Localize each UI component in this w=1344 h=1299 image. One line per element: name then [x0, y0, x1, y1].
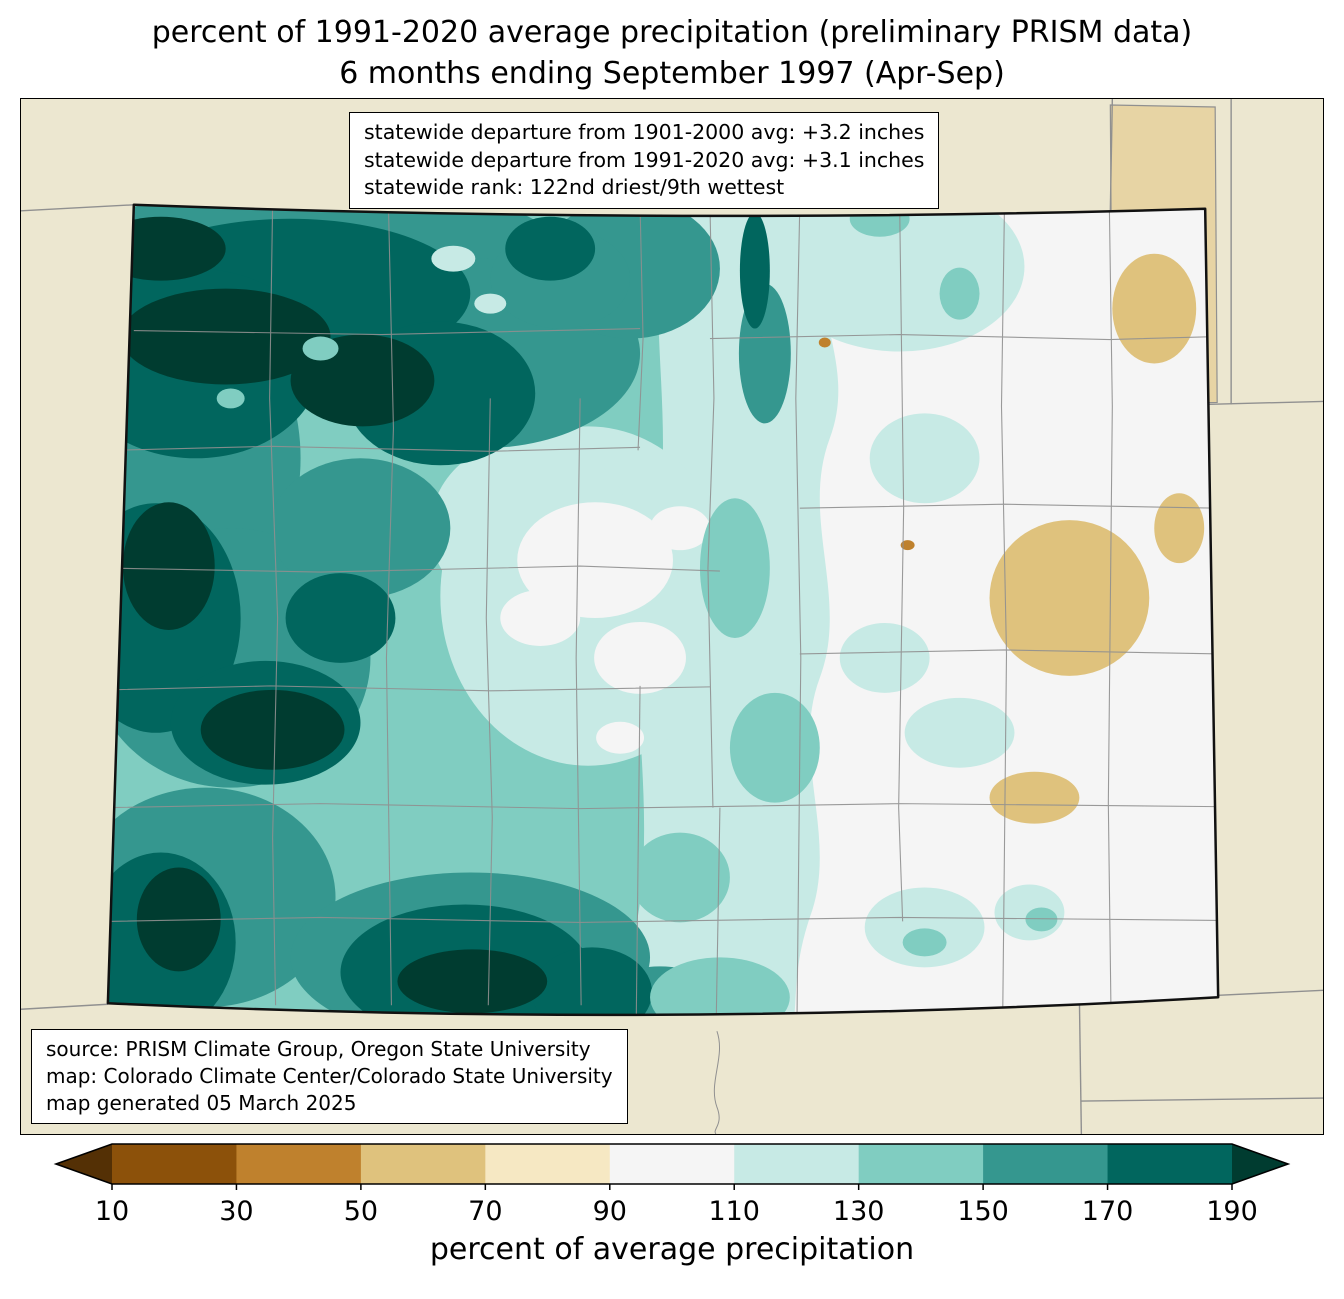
source-line-3: map generated 05 March 2025: [46, 1091, 357, 1115]
precip-contours: [107, 204, 1219, 1015]
source-line-2: map: Colorado Climate Center/Colorado St…: [46, 1064, 613, 1088]
svg-text:150: 150: [957, 1196, 1009, 1227]
colorbar-scale: 10 30 50 70 90 110 130 150 170 190: [53, 1143, 1291, 1227]
title-line-1: percent of 1991-2020 average precipitati…: [151, 15, 1193, 50]
stats-line-3: statewide rank: 122nd driest/9th wettest: [364, 175, 785, 200]
svg-text:130: 130: [833, 1196, 885, 1227]
svg-text:190: 190: [1206, 1196, 1258, 1227]
colorbar: 10 30 50 70 90 110 130 150 170 190 percent of ave…: [52, 1140, 1292, 1267]
page-title: percent of 1991-2020 average precipitati…: [0, 12, 1344, 95]
stats-line-1: statewide departure from 1901-2000 avg: …: [364, 120, 925, 144]
map-frame: statewide departure from 1901-2000 avg: …: [20, 98, 1324, 1135]
county-boundaries: [107, 204, 1219, 1015]
svg-text:110: 110: [708, 1196, 760, 1227]
svg-text:50: 50: [344, 1196, 378, 1227]
colorbar-label: percent of average precipitation: [429, 1232, 915, 1267]
svg-text:10: 10: [95, 1196, 129, 1227]
source-box: source: PRISM Climate Group, Oregon Stat…: [31, 1029, 628, 1124]
title-line-2: 6 months ending September 1997 (Apr-Sep): [339, 56, 1005, 92]
stats-box: statewide departure from 1901-2000 avg: …: [349, 112, 940, 210]
svg-text:170: 170: [1082, 1196, 1134, 1227]
state-border: [106, 203, 1220, 1017]
svg-text:30: 30: [219, 1196, 253, 1227]
svg-text:90: 90: [593, 1196, 627, 1227]
colorado-precipitation-map: [21, 99, 1323, 1134]
neighbor-state-borders: [21, 99, 1323, 1134]
svg-text:70: 70: [468, 1196, 502, 1227]
source-line-1: source: PRISM Climate Group, Oregon Stat…: [46, 1037, 591, 1061]
stats-line-2: statewide departure from 1991-2020 avg: …: [364, 147, 925, 172]
